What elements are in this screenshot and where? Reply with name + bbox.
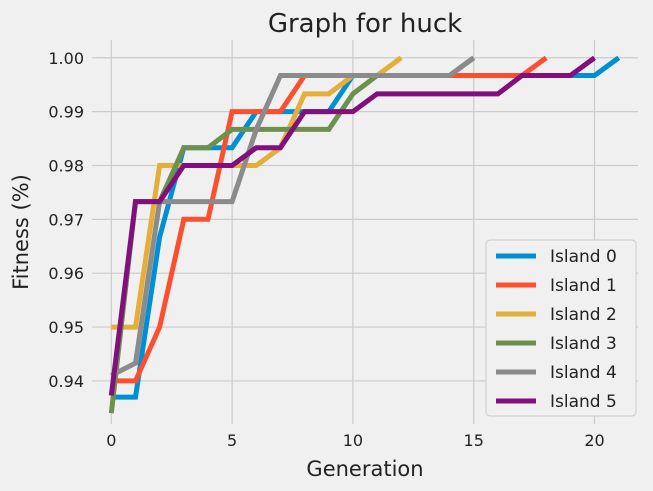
x-tick-label: 10: [343, 431, 363, 450]
x-tick-label: 20: [584, 431, 604, 450]
legend-label: Island 2: [550, 305, 617, 325]
y-tick-label: 0.96: [48, 264, 84, 283]
chart-title: Graph for huck: [268, 9, 462, 39]
y-tick-label: 0.99: [48, 103, 84, 122]
y-tick-label: 0.98: [48, 156, 84, 175]
legend-label: Island 4: [550, 363, 617, 383]
legend-label: Island 3: [550, 334, 617, 354]
legend: Island 0 Island 1 Island 2 Island 3 Island 4…: [485, 239, 637, 417]
legend-label: Island 5: [550, 392, 617, 412]
legend-label: Island 0: [550, 247, 617, 267]
y-tick-label: 0.95: [48, 318, 84, 337]
x-tick-label: 15: [464, 431, 484, 450]
series-line-island-4: [110, 55, 476, 378]
x-axis-label: Generation: [306, 457, 423, 481]
y-tick-label: 0.94: [48, 372, 84, 391]
y-tick-label: 1.00: [48, 49, 84, 68]
x-tick-label: 0: [106, 431, 116, 450]
y-tick-label: 0.97: [48, 210, 84, 229]
series-layer: [108, 55, 621, 414]
x-tick-label: 5: [227, 431, 237, 450]
tick-layer: 0 5 10 15 20 0.94 0.95 0.96 0.97 0.98 0.99 1.00: [48, 49, 604, 450]
series-line-island-5: [108, 55, 596, 396]
y-axis-label: Fitness (%): [9, 174, 33, 290]
legend-label: Island 1: [550, 276, 617, 296]
